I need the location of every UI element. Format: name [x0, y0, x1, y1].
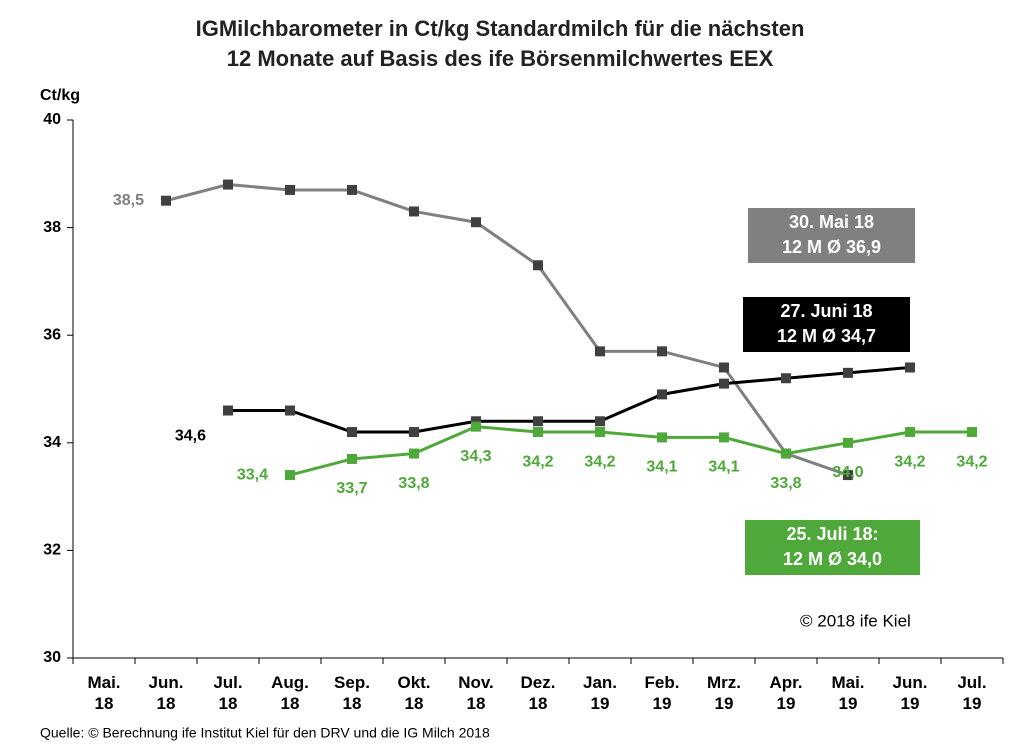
x-tick-label: Sep. 18: [334, 673, 370, 713]
x-tick-label: Jun. 18: [148, 673, 184, 713]
legend-summary: 12 M Ø 36,9: [781, 237, 882, 257]
y-tick-label: 38: [43, 219, 61, 236]
data-label: 34,2: [894, 453, 925, 470]
marker: [657, 432, 667, 443]
x-tick-label: Jul. 19: [957, 673, 987, 713]
y-tick-label: 40: [43, 111, 61, 128]
marker: [409, 206, 419, 217]
copyright: © 2018 ife Kiel: [800, 611, 911, 630]
y-tick-label: 30: [43, 649, 61, 666]
marker: [595, 416, 605, 427]
data-label: 34,0: [832, 464, 863, 481]
data-label: 34,6: [175, 428, 206, 445]
marker: [471, 421, 481, 432]
x-tick-label: Okt. 18: [397, 673, 431, 713]
marker: [719, 432, 729, 443]
x-tick-label: Jun. 19: [892, 673, 928, 713]
legend-box: 25. Juli 18: 12 M Ø 34,0: [745, 520, 920, 575]
marker: [533, 416, 543, 427]
marker: [967, 427, 977, 438]
source: Quelle: © Berechnung ife Institut Kiel f…: [40, 725, 490, 741]
x-tick-label: Dez. 18: [520, 673, 556, 713]
marker: [161, 195, 171, 206]
data-label: 34,1: [646, 459, 677, 476]
marker: [843, 470, 853, 481]
x-tick-label: Nov. 18: [458, 673, 494, 713]
marker: [533, 427, 543, 438]
series-line: [289, 425, 972, 477]
marker: [595, 427, 605, 438]
data-label: 34,2: [584, 453, 615, 470]
marker: [347, 427, 357, 438]
marker: [595, 346, 605, 357]
x-tick-label: Mrz. 19: [707, 673, 741, 713]
marker: [719, 362, 729, 373]
marker: [285, 470, 295, 481]
data-label: 33,8: [770, 475, 801, 492]
data-label: 38,5: [113, 192, 144, 209]
y-tick-label: 34: [43, 434, 61, 451]
marker: [471, 217, 481, 228]
marker: [719, 378, 729, 389]
data-label: 33,8: [398, 475, 429, 492]
marker: [657, 389, 667, 400]
x-tick-label: Mai. 19: [831, 673, 865, 713]
x-tick-label: Mai. 18: [87, 673, 121, 713]
data-label: 33,7: [336, 480, 367, 497]
marker: [781, 448, 791, 459]
y-tick-label: 36: [43, 326, 61, 343]
chart-title: IGMilchbarometer in Ct/kg Standardmilch …: [195, 16, 805, 71]
marker: [533, 260, 543, 271]
y-axis-label: Ct/kg: [40, 87, 80, 104]
marker: [347, 453, 357, 464]
data-label: 34,2: [522, 453, 553, 470]
x-tick-label: Aug. 18: [271, 673, 309, 713]
marker: [409, 427, 419, 438]
x-tick-label: Apr. 19: [769, 673, 803, 713]
legend-box: 27. Juni 18 12 M Ø 34,7: [743, 297, 910, 352]
marker: [657, 346, 667, 357]
legend-name: 27. Juni 18: [780, 301, 873, 321]
marker: [905, 427, 915, 438]
marker: [843, 437, 853, 448]
marker: [905, 362, 915, 373]
marker: [223, 405, 233, 416]
x-tick-label: Jul. 18: [213, 673, 243, 713]
data-label: 33,4: [237, 466, 268, 483]
data-label: 34,2: [956, 453, 987, 470]
marker: [285, 405, 295, 416]
marker: [471, 416, 481, 427]
marker: [223, 179, 233, 190]
data-label: 34,3: [460, 448, 491, 465]
marker: [843, 367, 853, 378]
x-tick-label: Jan. 19: [582, 673, 618, 713]
marker: [409, 448, 419, 459]
data-label: 34,1: [708, 459, 739, 476]
marker: [285, 184, 295, 195]
x-tick-label: Feb. 19: [644, 673, 680, 713]
legend-summary: 12 M Ø 34,0: [782, 549, 883, 569]
y-tick-label: 32: [43, 542, 61, 559]
legend-name: 25. Juli 18:: [786, 524, 879, 544]
legend-name: 30. Mai 18: [788, 212, 875, 232]
series-line: [228, 365, 911, 434]
marker: [781, 373, 791, 384]
marker: [347, 184, 357, 195]
legend-box: 30. Mai 18 12 M Ø 36,9: [748, 208, 915, 263]
legend-summary: 12 M Ø 34,7: [776, 326, 877, 346]
